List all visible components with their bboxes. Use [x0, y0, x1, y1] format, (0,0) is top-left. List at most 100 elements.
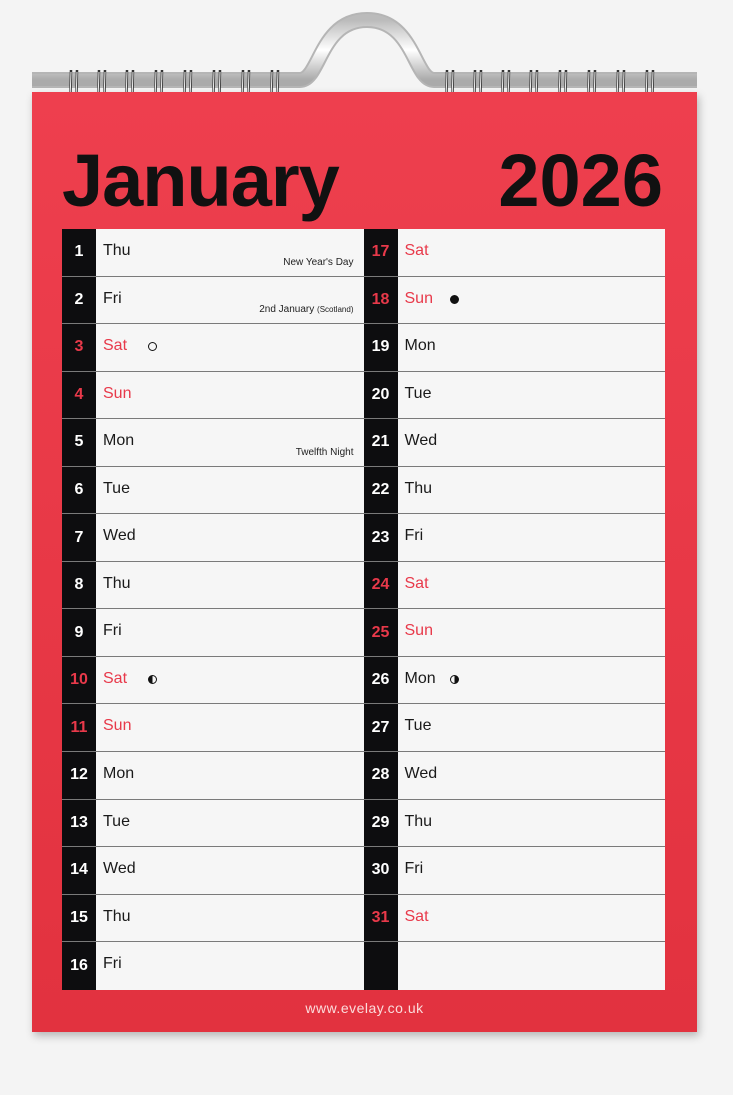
- weekday-label: Wed: [103, 860, 136, 878]
- weekday-label: Fri: [103, 955, 122, 973]
- weekday-label: Wed: [404, 432, 438, 450]
- date-number: 17: [363, 229, 398, 276]
- day-row: 18 Sun: [363, 276, 665, 325]
- day-row: 19 Mon: [363, 324, 665, 372]
- moon-new-icon: [449, 294, 459, 304]
- day-row: 28 Wed: [363, 752, 665, 800]
- date-number: 8: [62, 561, 96, 609]
- day-row: 24 Sat: [363, 561, 665, 610]
- day-row: 20 Tue: [363, 371, 665, 420]
- holiday-name: 2nd January: [259, 304, 315, 316]
- date-number: 9: [62, 609, 96, 656]
- day-row: 27 Tue: [363, 704, 665, 753]
- weekday-label: Sun: [404, 622, 433, 640]
- day-row: 1 Thu New Year's Day: [62, 229, 364, 277]
- weekday-label: Thu: [103, 242, 131, 259]
- date-number: 1: [62, 229, 96, 276]
- day-row: 6 Tue: [62, 466, 364, 515]
- date-number: 15: [62, 894, 96, 942]
- date-number: 25: [363, 609, 398, 656]
- weekday-label: Tue: [103, 479, 130, 497]
- weekday-label: Mon: [404, 337, 436, 355]
- days-column-left: 1 Thu New Year's Day 2 Fri 2nd January (Sco…: [62, 229, 364, 990]
- weekday-label: Sat: [103, 669, 128, 687]
- day-row: 26 Mon: [363, 656, 665, 705]
- date-number: 24: [363, 561, 398, 609]
- days-column-right: 17 Sat 18 Sun 19 Mon 20 Tue 21 Wed 22 Thu 23 F…: [363, 229, 666, 990]
- weekday-label: Sat: [404, 907, 429, 925]
- day-row: 21 Wed: [363, 419, 665, 467]
- holiday-note: 2nd January (Scotland): [259, 304, 353, 315]
- date-number: 16: [62, 942, 96, 990]
- month-title: January: [62, 139, 340, 222]
- day-row: [363, 942, 666, 990]
- weekday-label: Sat: [404, 574, 429, 592]
- day-row: 11 Sun: [62, 704, 364, 753]
- date-number: 12: [62, 752, 96, 799]
- holiday-name: New Year's Day: [283, 256, 354, 268]
- day-row: 23 Fri: [363, 514, 665, 562]
- weekday-label: Wed: [404, 765, 438, 783]
- day-row: 5 Mon Twelfth Night: [62, 419, 364, 467]
- date-number: 26: [363, 656, 398, 704]
- weekday-label: Sun: [103, 384, 132, 402]
- date-number: 6: [62, 466, 96, 514]
- date-number: 18: [363, 276, 398, 324]
- calendar-page: January 2026 1 Thu New Year's Day 2 Fri 2nd…: [32, 92, 697, 1032]
- date-number: 22: [363, 466, 398, 514]
- weekday-label: Fri: [404, 527, 424, 545]
- moon-first-icon: [449, 674, 459, 684]
- weekday-label: Mon: [404, 669, 436, 687]
- day-row: 31 Sat: [363, 894, 665, 943]
- date-number: 20: [363, 371, 398, 419]
- holiday-note: New Year's Day: [283, 257, 353, 268]
- weekday-label: Tue: [404, 717, 432, 735]
- weekday-label: Sun: [404, 289, 433, 307]
- holiday-region: (Scotland): [317, 305, 354, 315]
- date-number: 23: [363, 514, 398, 561]
- year-title: 2026: [498, 139, 663, 222]
- date-number: 30: [363, 847, 398, 894]
- date-number: [363, 942, 398, 990]
- day-row: 12 Mon: [62, 752, 364, 800]
- date-number: 27: [363, 704, 398, 752]
- day-row: 7 Wed: [62, 514, 364, 562]
- date-number: 2: [62, 276, 96, 324]
- date-number: 19: [363, 324, 398, 371]
- date-number: 14: [62, 847, 96, 894]
- weekday-label: Tue: [404, 384, 432, 402]
- moon-full-icon: [148, 342, 157, 352]
- date-number: 7: [62, 514, 96, 561]
- day-row: 2 Fri 2nd January (Scotland): [62, 276, 364, 325]
- date-number: 31: [363, 894, 398, 942]
- day-row: 13 Tue: [62, 799, 364, 848]
- day-row: 4 Sun: [62, 371, 364, 420]
- date-number: 3: [62, 324, 96, 371]
- days-grid: 1 Thu New Year's Day 2 Fri 2nd January (Sco…: [62, 229, 665, 990]
- day-row: 25 Sun: [363, 609, 665, 657]
- weekday-label: Wed: [103, 527, 136, 545]
- holiday-name: Twelfth Night: [295, 446, 354, 458]
- weekday-label: Fri: [103, 289, 122, 307]
- day-row: 30 Fri: [363, 847, 665, 895]
- weekday-label: Thu: [404, 812, 433, 830]
- weekday-label: Thu: [103, 907, 131, 925]
- website-url: www.evelay.co.uk: [305, 1000, 424, 1016]
- weekday-label: Tue: [103, 812, 130, 830]
- weekday-label: Fri: [404, 860, 424, 878]
- weekday-label: Mon: [103, 432, 135, 450]
- day-row: 29 Thu: [363, 799, 665, 848]
- weekday-label: Sun: [103, 717, 132, 735]
- date-number: 4: [62, 371, 96, 419]
- date-number: 21: [363, 419, 398, 466]
- day-row: 16 Fri: [62, 942, 364, 990]
- moon-last-icon: [148, 674, 157, 684]
- date-number: 5: [62, 419, 96, 466]
- weekday-label: Thu: [404, 479, 433, 497]
- day-row: 10 Sat: [62, 656, 364, 705]
- date-number: 28: [363, 752, 398, 799]
- day-row: 14 Wed: [62, 847, 364, 895]
- weekday-label: Thu: [103, 574, 131, 592]
- weekday-label: Sat: [404, 242, 429, 259]
- holiday-note: Twelfth Night: [296, 447, 354, 458]
